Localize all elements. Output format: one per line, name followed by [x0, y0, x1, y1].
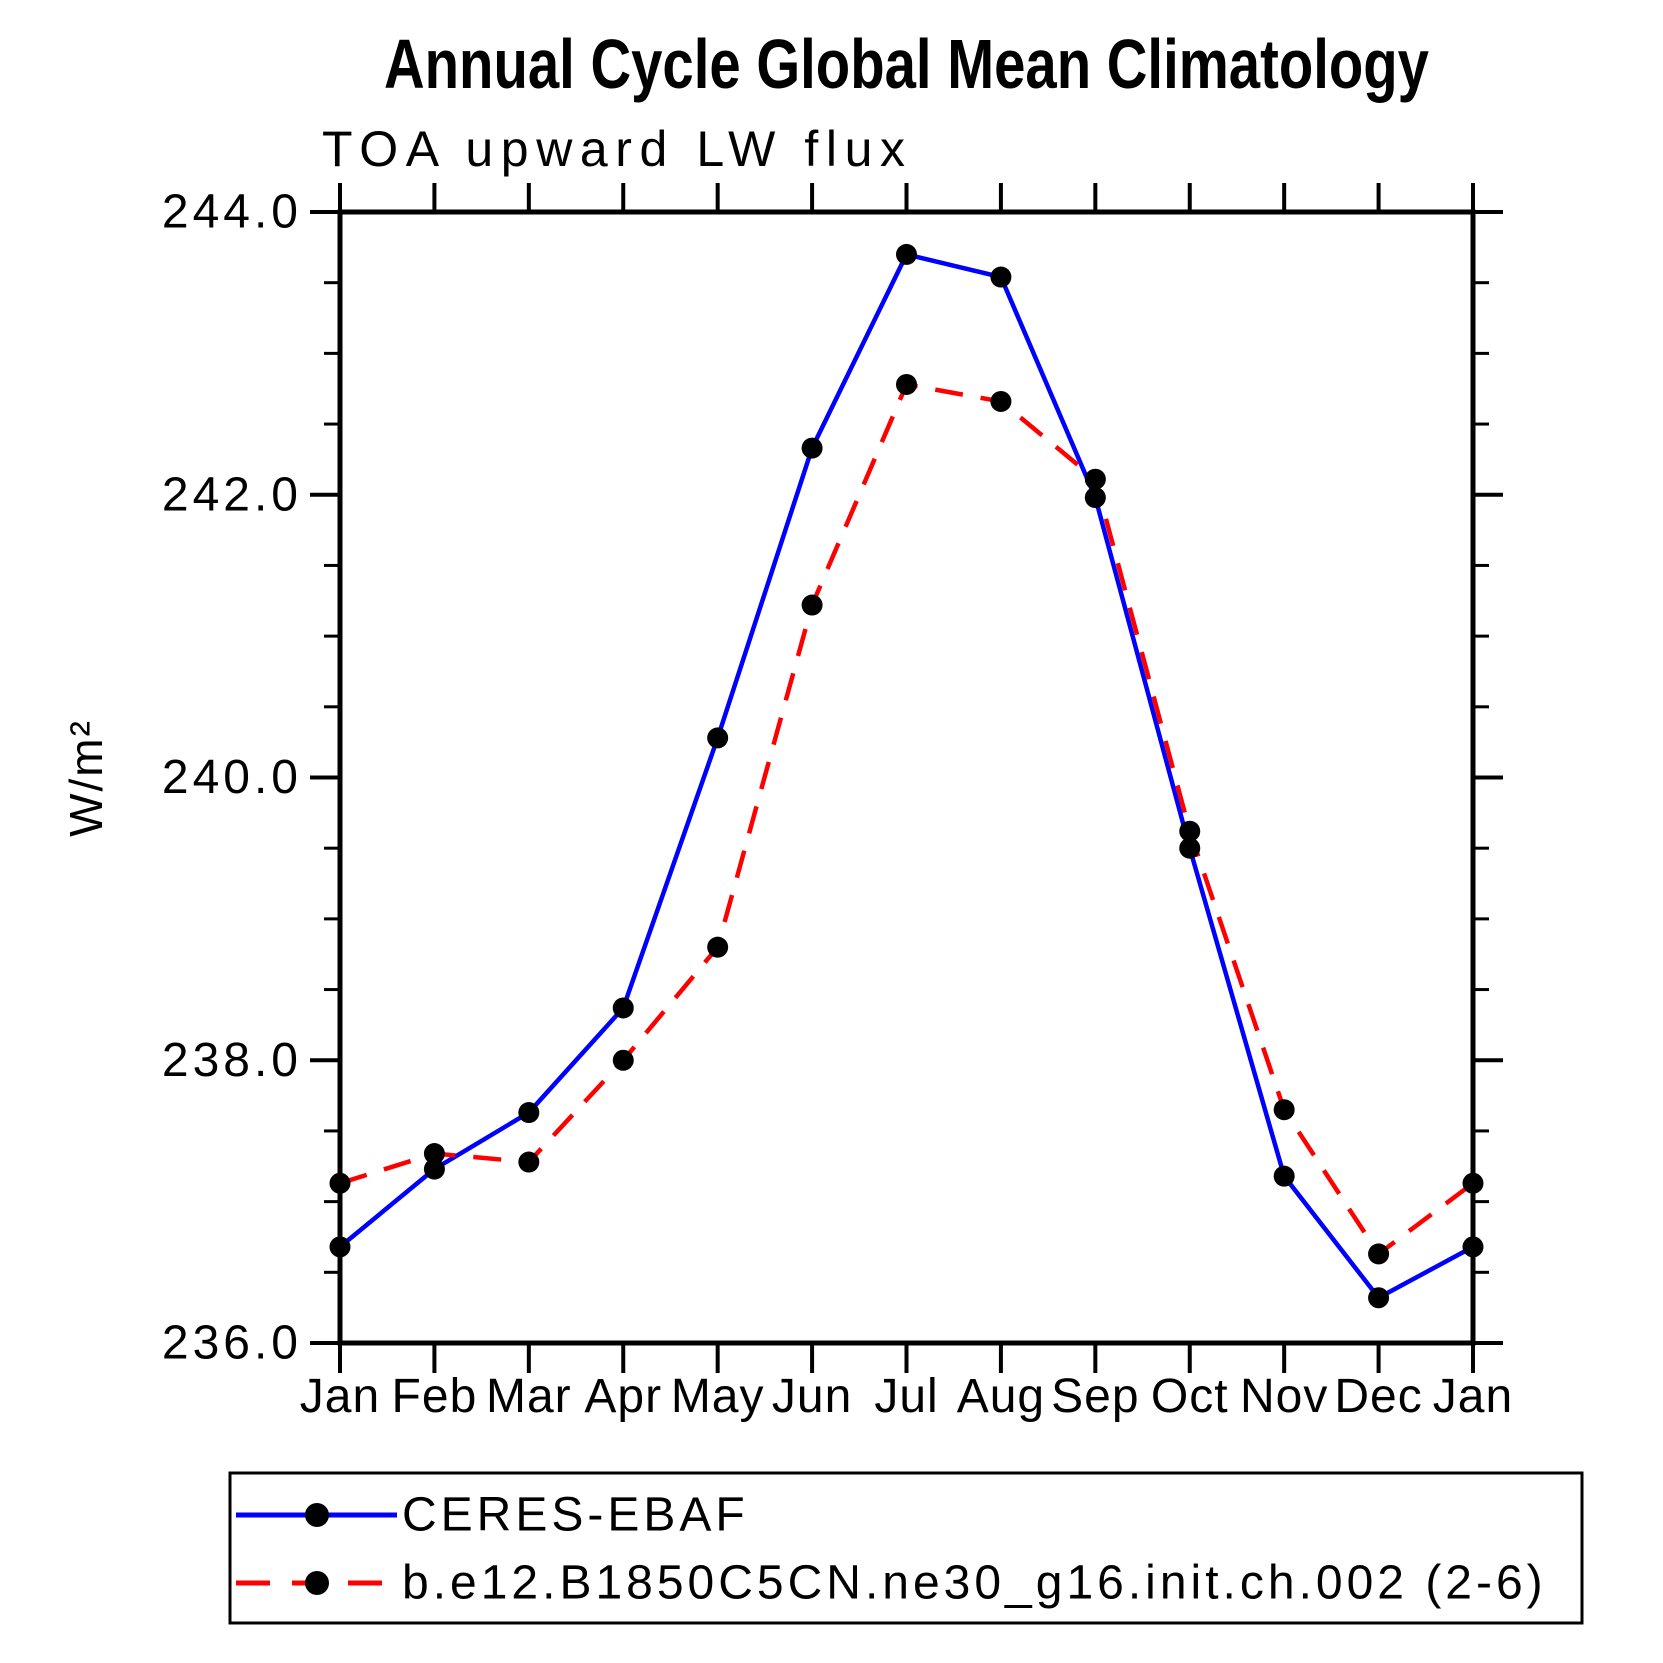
- x-tick-label: Jun: [772, 1370, 852, 1423]
- legend: CERES-EBAF b.e12.B1850C5CN.ne30_g16.init…: [228, 1471, 1584, 1625]
- legend-label-ceres-ebaf: CERES-EBAF: [402, 1489, 749, 1542]
- data-point-series-0: [1084, 487, 1106, 509]
- data-point-series-0: [1368, 1287, 1390, 1309]
- y-tick-label: 242.0: [162, 468, 302, 521]
- legend-marker-ceres-ebaf: [305, 1503, 329, 1527]
- y-tick-label: 240.0: [162, 751, 302, 804]
- data-point-series-1: [1179, 820, 1201, 842]
- x-tick-label: Aug: [957, 1370, 1045, 1423]
- legend-marker-model: [305, 1571, 329, 1595]
- data-point-series-1: [707, 936, 729, 958]
- x-tick-label: Jul: [874, 1370, 938, 1423]
- data-point-series-0: [1273, 1165, 1295, 1187]
- x-tick-label: Oct: [1151, 1370, 1229, 1423]
- data-point-series-0: [329, 1236, 351, 1258]
- x-tick-label: Jan: [300, 1370, 380, 1423]
- data-point-series-1: [329, 1172, 351, 1194]
- legend-entry-ceres: CERES-EBAF: [236, 1489, 749, 1542]
- data-point-series-0: [1179, 837, 1201, 859]
- legend-label-model: b.e12.B1850C5CN.ne30_g16.init.ch.002 (2-…: [402, 1557, 1547, 1610]
- x-tick-label: Jan: [1433, 1370, 1513, 1423]
- data-point-series-0: [1462, 1236, 1484, 1258]
- legend-box: [228, 1471, 1584, 1625]
- x-tick-label: Sep: [1051, 1370, 1139, 1423]
- y-tick-label: 244.0: [162, 186, 302, 239]
- data-point-series-0: [707, 727, 729, 749]
- data-series: [329, 243, 1484, 1309]
- data-point-series-1: [1368, 1243, 1390, 1265]
- legend-entry-model: b.e12.B1850C5CN.ne30_g16.init.ch.002 (2-…: [236, 1557, 1547, 1610]
- y-axis-title: W/m²: [60, 719, 112, 837]
- data-point-series-0: [612, 997, 634, 1019]
- data-point-series-1: [423, 1143, 445, 1165]
- data-point-series-1: [896, 373, 917, 395]
- x-tick-label: May: [671, 1370, 765, 1423]
- data-point-series-1: [518, 1151, 540, 1173]
- data-point-series-1: [1084, 468, 1106, 490]
- data-point-series-1: [990, 390, 1012, 412]
- chart-subtitle: TOA upward LW flux: [322, 121, 905, 177]
- x-tick-label: Mar: [486, 1370, 572, 1423]
- data-point-series-1: [612, 1049, 634, 1071]
- data-point-series-1: [801, 594, 823, 616]
- data-point-series-0: [423, 1158, 445, 1180]
- x-tick-label: Dec: [1334, 1370, 1422, 1423]
- x-tick-label: Apr: [584, 1370, 662, 1423]
- data-point-series-0: [896, 243, 917, 265]
- data-point-series-0: [801, 437, 823, 459]
- y-tick-label: 238.0: [162, 1034, 302, 1087]
- chart-title: Annual Cycle Global Mean Climatology: [384, 25, 1429, 103]
- x-tick-label: Feb: [392, 1370, 478, 1423]
- data-point-series-1: [1462, 1172, 1484, 1194]
- x-tick-label: Nov: [1240, 1370, 1328, 1423]
- data-point-series-1: [1273, 1099, 1295, 1121]
- data-point-series-0: [518, 1102, 540, 1124]
- data-point-series-0: [990, 266, 1012, 288]
- y-tick-label: 236.0: [162, 1317, 302, 1370]
